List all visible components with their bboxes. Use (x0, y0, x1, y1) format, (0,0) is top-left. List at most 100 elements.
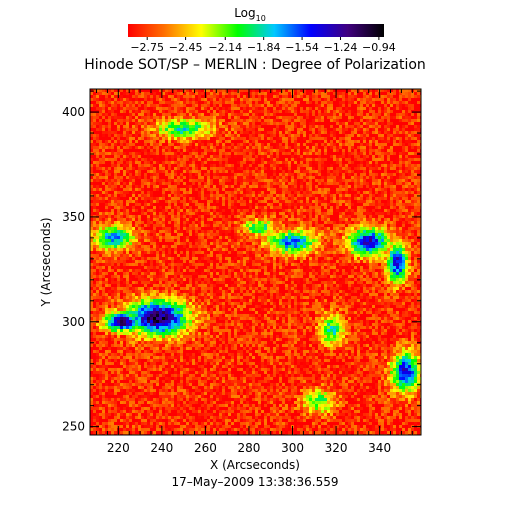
heatmap-cell (294, 164, 297, 167)
heatmap-cell (255, 104, 258, 107)
heatmap-cell (393, 185, 396, 188)
heatmap-cell (345, 101, 348, 104)
heatmap-cell (180, 155, 183, 158)
heatmap-cell (237, 155, 240, 158)
heatmap-cell (243, 209, 246, 212)
heatmap-cell (231, 137, 234, 140)
heatmap-cell (147, 110, 150, 113)
heatmap-cell (228, 128, 231, 131)
heatmap-cell (141, 128, 144, 131)
heatmap-cell (225, 107, 228, 110)
heatmap-cell (189, 170, 192, 173)
heatmap-cell (99, 146, 102, 149)
heatmap-cell (219, 194, 222, 197)
heatmap-cell (141, 179, 144, 182)
heatmap-cell (384, 182, 387, 185)
heatmap-cell (414, 98, 417, 101)
heatmap-cell (378, 104, 381, 107)
heatmap-cell (105, 158, 108, 161)
heatmap-cell (246, 185, 249, 188)
heatmap-cell (99, 134, 102, 137)
heatmap-cell (276, 95, 279, 98)
heatmap-cell (213, 197, 216, 200)
heatmap-cell (162, 158, 165, 161)
heatmap-cell (210, 194, 213, 197)
heatmap-cell (207, 128, 210, 131)
heatmap-cell (186, 125, 189, 128)
heatmap-cell (156, 221, 159, 224)
heatmap-cell (279, 122, 282, 125)
heatmap-cell (186, 92, 189, 95)
heatmap-cell (402, 113, 405, 116)
heatmap-cell (117, 143, 120, 146)
heatmap-cell (99, 161, 102, 164)
heatmap-cell (297, 200, 300, 203)
heatmap-cell (120, 137, 123, 140)
heatmap-cell (147, 215, 150, 218)
heatmap-cell (363, 179, 366, 182)
heatmap-cell (309, 107, 312, 110)
heatmap-cell (189, 218, 192, 221)
heatmap-cell (384, 101, 387, 104)
heatmap-cell (366, 107, 369, 110)
heatmap-cell (243, 122, 246, 125)
heatmap-cell (114, 215, 117, 218)
heatmap-cell (177, 110, 180, 113)
heatmap-cell (117, 107, 120, 110)
heatmap-cell (159, 98, 162, 101)
heatmap-cell (336, 128, 339, 131)
heatmap-cell (255, 122, 258, 125)
heatmap-cell (216, 173, 219, 176)
heatmap-cell (243, 125, 246, 128)
heatmap-cell (333, 182, 336, 185)
heatmap-cell (342, 221, 345, 224)
heatmap-cell (351, 194, 354, 197)
heatmap-cell (129, 155, 132, 158)
heatmap-cell (183, 119, 186, 122)
heatmap-cell (225, 137, 228, 140)
heatmap-cell (219, 215, 222, 218)
heatmap-cell (153, 149, 156, 152)
heatmap-cell (237, 101, 240, 104)
heatmap-cell (213, 221, 216, 224)
heatmap-cell (114, 218, 117, 221)
heatmap-cell (93, 146, 96, 149)
heatmap-cell (225, 218, 228, 221)
heatmap-cell (378, 128, 381, 131)
heatmap-cell (189, 158, 192, 161)
heatmap-cell (381, 149, 384, 152)
heatmap-cell (258, 119, 261, 122)
heatmap-cell (198, 200, 201, 203)
heatmap-cell (288, 125, 291, 128)
heatmap-cell (135, 194, 138, 197)
heatmap-cell (144, 206, 147, 209)
heatmap-cell (384, 110, 387, 113)
heatmap-cell (231, 206, 234, 209)
heatmap-cell (417, 92, 420, 95)
heatmap-cell (228, 116, 231, 119)
heatmap-cell (297, 191, 300, 194)
heatmap-cell (300, 125, 303, 128)
heatmap-cell (414, 206, 417, 209)
heatmap-cell (225, 215, 228, 218)
heatmap-cell (96, 194, 99, 197)
heatmap-cell (312, 167, 315, 170)
heatmap-cell (111, 191, 114, 194)
heatmap-cell (261, 215, 264, 218)
heatmap-cell (270, 107, 273, 110)
heatmap-cell (249, 140, 252, 143)
heatmap-cell (285, 170, 288, 173)
heatmap-cell (390, 137, 393, 140)
heatmap-cell (303, 167, 306, 170)
heatmap-cell (312, 203, 315, 206)
heatmap-cell (231, 194, 234, 197)
heatmap-cell (186, 191, 189, 194)
heatmap-cell (369, 131, 372, 134)
heatmap-cell (249, 218, 252, 221)
heatmap-cell (156, 194, 159, 197)
heatmap-cell (201, 92, 204, 95)
heatmap-cell (219, 161, 222, 164)
heatmap-cell (105, 194, 108, 197)
heatmap-cell (120, 164, 123, 167)
heatmap-cell (381, 122, 384, 125)
